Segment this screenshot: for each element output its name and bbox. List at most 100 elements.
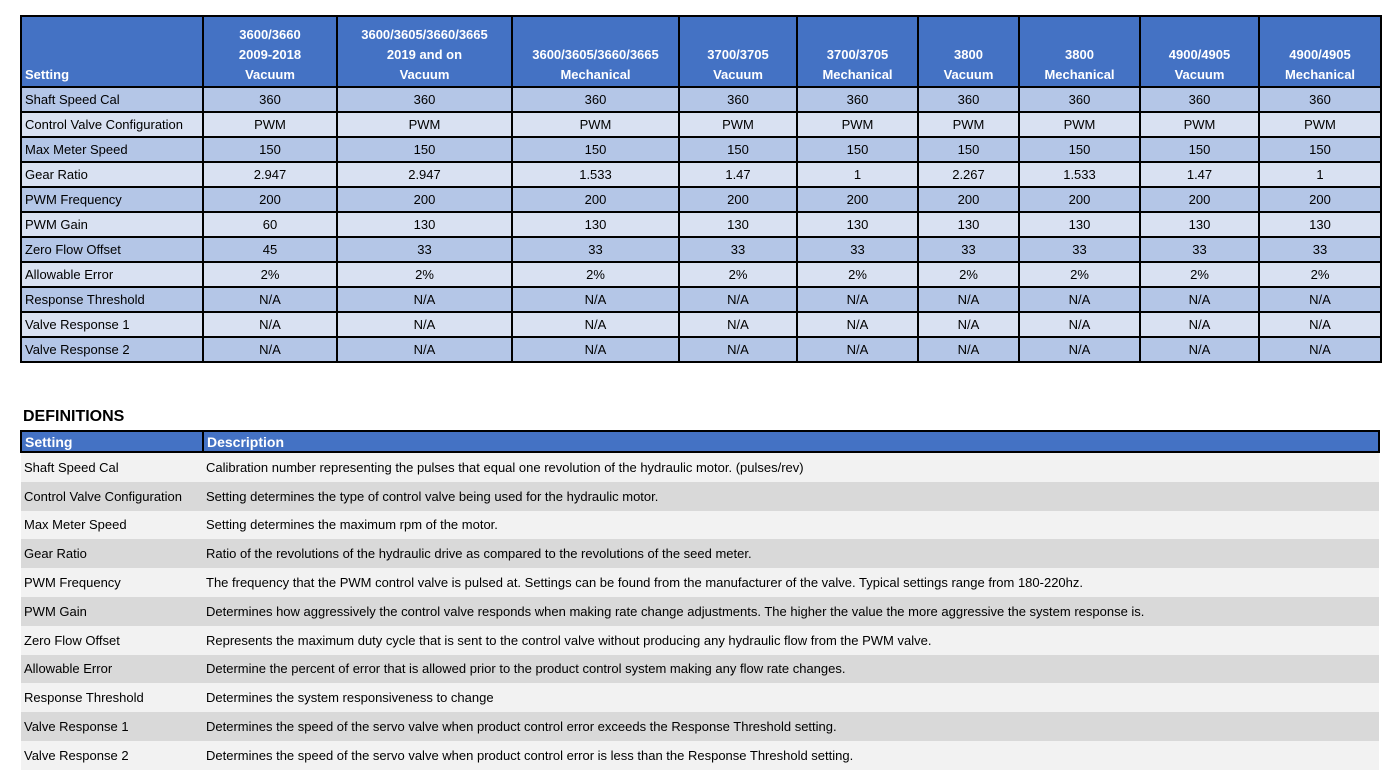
value-cell: 200	[202, 186, 338, 213]
setting-name-cell: Allowable Error	[20, 261, 204, 288]
value-cell: 150	[678, 136, 798, 163]
value-cell: N/A	[1139, 286, 1260, 313]
definition-row: Zero Flow Offset Represents the maximum d…	[21, 625, 1379, 655]
value-cell: 150	[202, 136, 338, 163]
value-cell: Determines the system responsiveness to …	[203, 683, 1379, 713]
value-cell: Determine the percent of error that is a…	[203, 654, 1379, 684]
definition-row: Max Meter Speed Setting determines the ma…	[21, 510, 1379, 540]
column-header: 3600/3605/3660/3665 Mechanical	[511, 15, 680, 88]
value-cell: N/A	[796, 286, 919, 313]
setting-name-cell: Gear Ratio	[20, 161, 204, 188]
value-cell: 200	[336, 186, 513, 213]
column-header: 4900/4905 Mechanical	[1258, 15, 1382, 88]
column-header: 3700/3705 Mechanical	[796, 15, 919, 88]
value-cell: 2%	[1258, 261, 1382, 288]
value-cell: 130	[917, 211, 1020, 238]
setting-name-cell: Allowable Error	[21, 654, 203, 684]
setting-name-cell: Control Valve Configuration	[21, 481, 203, 511]
value-cell: N/A	[1018, 286, 1141, 313]
column-header: 3700/3705 Vacuum	[678, 15, 798, 88]
value-cell: 200	[511, 186, 680, 213]
value-cell: 360	[917, 86, 1020, 113]
value-cell: 130	[1258, 211, 1382, 238]
value-cell: 33	[678, 236, 798, 263]
value-cell: 33	[336, 236, 513, 263]
setting-name-cell: Zero Flow Offset	[20, 236, 204, 263]
value-cell: N/A	[917, 286, 1020, 313]
column-header: 3600/3605/3660/3665 2019 and on Vacuum	[336, 15, 513, 88]
table-row: Gear Ratio 2.947 2.947 1.533 1.47 1 2.267 1.533…	[20, 161, 1382, 188]
definition-row: Shaft Speed Cal Calibration number repres…	[21, 452, 1379, 482]
value-cell: 150	[511, 136, 680, 163]
value-cell: 200	[917, 186, 1020, 213]
definition-row: PWM Frequency The frequency that the PWM …	[21, 568, 1379, 597]
value-cell: PWM	[511, 111, 680, 138]
setting-name-cell: PWM Gain	[20, 211, 204, 238]
value-cell: 150	[796, 136, 919, 163]
setting-name-cell: PWM Gain	[21, 596, 203, 626]
definition-row: PWM Gain Determines how aggressively the …	[21, 596, 1379, 626]
value-cell: Calibration number representing the puls…	[203, 452, 1379, 482]
table-row: PWM Gain 60 130 130 130 130 130 130 130 130	[20, 211, 1382, 238]
value-cell: 150	[917, 136, 1020, 163]
value-cell: PWM	[917, 111, 1020, 138]
value-cell: 360	[1018, 86, 1141, 113]
definition-row: Gear Ratio Ratio of the revolutions of th…	[21, 539, 1379, 569]
value-cell: PWM	[796, 111, 919, 138]
value-cell: 130	[511, 211, 680, 238]
value-cell: 130	[1018, 211, 1141, 238]
table-row: PWM Frequency 200 200 200 200 200 200 200 200 200	[20, 186, 1382, 213]
value-cell: N/A	[202, 311, 338, 338]
value-cell: The frequency that the PWM control valve…	[203, 568, 1379, 597]
value-cell: 2%	[511, 261, 680, 288]
table-row: Response Threshold N/A N/A N/A N/A N/A N/A N/A N…	[20, 286, 1382, 313]
value-cell: Determines how aggressively the control …	[203, 596, 1379, 626]
setting-name-cell: Gear Ratio	[21, 539, 203, 569]
value-cell: 1	[796, 161, 919, 188]
value-cell: 130	[336, 211, 513, 238]
setting-name-cell: Valve Response 1	[20, 311, 204, 338]
value-cell: PWM	[678, 111, 798, 138]
value-cell: 360	[796, 86, 919, 113]
table-row: Allowable Error 2% 2% 2% 2% 2% 2% 2% 2% 2%	[20, 261, 1382, 288]
value-cell: PWM	[1258, 111, 1382, 138]
value-cell: 130	[1139, 211, 1260, 238]
value-cell: 2%	[1139, 261, 1260, 288]
definition-row: Control Valve Configuration Setting deter…	[21, 481, 1379, 511]
setting-name-cell: Response Threshold	[20, 286, 204, 313]
value-cell: PWM	[1139, 111, 1260, 138]
column-header: Description	[202, 430, 1380, 453]
definition-row: Valve Response 1 Determines the speed of …	[21, 712, 1379, 741]
column-header: Setting	[20, 15, 204, 88]
setting-name-cell: Control Valve Configuration	[20, 111, 204, 138]
value-cell: N/A	[1258, 336, 1382, 363]
value-cell: N/A	[678, 311, 798, 338]
setting-name-cell: Zero Flow Offset	[21, 625, 203, 655]
value-cell: 130	[796, 211, 919, 238]
value-cell: Ratio of the revolutions of the hydrauli…	[203, 539, 1379, 569]
table-row: Valve Response 2 N/A N/A N/A N/A N/A N/A N/A N/A…	[20, 336, 1382, 363]
value-cell: 2.947	[336, 161, 513, 188]
value-cell: N/A	[336, 286, 513, 313]
value-cell: 2%	[336, 261, 513, 288]
value-cell: 200	[1139, 186, 1260, 213]
value-cell: PWM	[202, 111, 338, 138]
value-cell: 2%	[678, 261, 798, 288]
column-header: 3800 Vacuum	[917, 15, 1020, 88]
value-cell: N/A	[202, 336, 338, 363]
value-cell: N/A	[1258, 286, 1382, 313]
setting-name-cell: Shaft Speed Cal	[20, 86, 204, 113]
value-cell: 130	[678, 211, 798, 238]
value-cell: Represents the maximum duty cycle that i…	[203, 625, 1379, 655]
setting-name-cell: Valve Response 1	[21, 712, 203, 741]
value-cell: 1.533	[1018, 161, 1141, 188]
value-cell: 150	[336, 136, 513, 163]
value-cell: PWM	[336, 111, 513, 138]
value-cell: 150	[1258, 136, 1382, 163]
value-cell: N/A	[1139, 311, 1260, 338]
value-cell: 200	[1018, 186, 1141, 213]
value-cell: N/A	[678, 286, 798, 313]
value-cell: N/A	[678, 336, 798, 363]
value-cell: N/A	[796, 311, 919, 338]
value-cell: 33	[1139, 236, 1260, 263]
